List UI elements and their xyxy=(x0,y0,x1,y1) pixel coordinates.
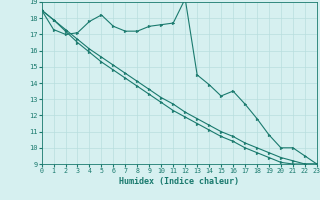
X-axis label: Humidex (Indice chaleur): Humidex (Indice chaleur) xyxy=(119,177,239,186)
